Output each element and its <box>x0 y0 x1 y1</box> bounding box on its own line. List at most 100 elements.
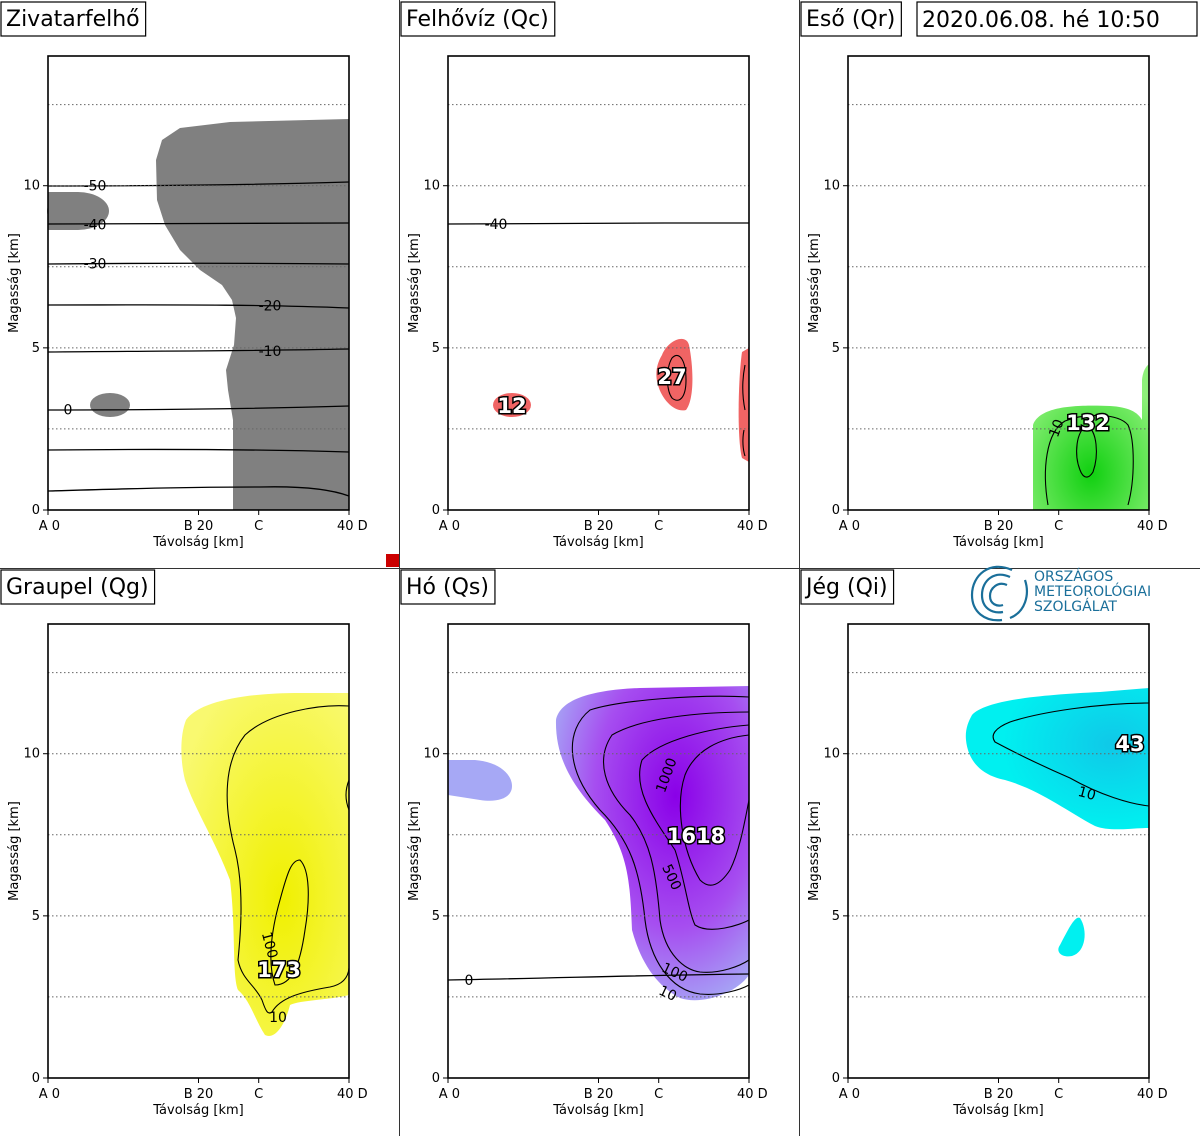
panel-title-box <box>400 569 496 605</box>
x-axis-label: Távolság [km] <box>552 535 643 550</box>
x-axis-label: Távolság [km] <box>552 1103 643 1118</box>
contour-label: 10 <box>1046 417 1067 439</box>
maximum-label: 12 <box>497 394 526 418</box>
temperature-label: -50 <box>84 179 107 195</box>
x-tick-label: 40 D <box>737 1087 768 1102</box>
cloud-shading <box>47 119 349 510</box>
y-axis-label: Magasság [km] <box>807 801 822 901</box>
y-tick-label: 5 <box>32 909 40 924</box>
x-tick-label: C <box>654 519 663 534</box>
x-tick-label: 40 D <box>1137 519 1168 534</box>
temperature-label: 0 <box>465 973 474 989</box>
x-axis-label: Távolság [km] <box>152 535 243 550</box>
y-axis-label: Magasság [km] <box>807 233 822 333</box>
panel-eso: 0 5 10 A 0 B 20 C 40 D Távolság [km] Magasság [k… <box>800 1 1168 550</box>
panel-title-box <box>800 1 902 37</box>
y-axis-label: Magasság [km] <box>407 801 422 901</box>
maximum-label: 27 <box>657 365 686 389</box>
temperature-label: -30 <box>84 257 107 273</box>
rain-shading <box>1033 364 1149 510</box>
maximum-label: 1618 <box>667 824 725 848</box>
y-tick-label: 0 <box>832 1071 840 1086</box>
maximum-label: 132 <box>1066 411 1110 435</box>
x-tick-label: B 20 <box>184 519 214 534</box>
y-tick-label: 5 <box>432 341 440 356</box>
x-tick-label: A 0 <box>39 1087 60 1102</box>
panel-title: Hó (Qs) <box>406 575 489 600</box>
y-tick-label: 0 <box>432 1071 440 1086</box>
x-tick-label: B 20 <box>984 519 1014 534</box>
snow-shading <box>448 686 749 1001</box>
x-tick-label: B 20 <box>584 1087 614 1102</box>
x-tick-label: A 0 <box>839 1087 860 1102</box>
panel-zivatarfelho: 0 5 10 A 0 B 20 C 40 D Távolság [km] Magasság [k… <box>0 1 368 550</box>
timestamp: 2020.06.08. hé 10:50 <box>922 8 1160 33</box>
x-tick-label: B 20 <box>184 1087 214 1102</box>
contour-label: 100 <box>258 930 280 960</box>
temperature-isoline-minus40 <box>447 222 750 225</box>
y-tick-label: 10 <box>23 179 40 194</box>
panel-jeg: 0 5 10 A 0 B 20 C 40 D Távolság [km] Magasság [k… <box>800 569 1168 1118</box>
panel-title: Jég (Qi) <box>804 575 888 600</box>
y-axis-label: Magasság [km] <box>7 233 22 333</box>
y-axis-label: Magasság [km] <box>407 233 422 333</box>
panel-title-box <box>0 569 156 605</box>
temperature-label: -10 <box>259 344 282 360</box>
panel-title: Zivatarfelhő <box>6 7 140 32</box>
y-tick-label: 10 <box>823 747 840 762</box>
panel-graupel: 0 5 10 A 0 B 20 C 40 D Távolság [km] Magasság [k… <box>0 569 368 1118</box>
y-tick-label: 10 <box>823 179 840 194</box>
snow-contours <box>571 695 750 995</box>
logo-line-2: METEOROLÓGIAI <box>1034 582 1151 600</box>
ice-contours <box>992 702 1150 807</box>
y-tick-label: 0 <box>32 503 40 518</box>
temperature-label: -40 <box>485 217 508 233</box>
panel-title-box <box>400 1 556 37</box>
contour-label: 10 <box>1076 784 1097 804</box>
cloud-water-shading <box>493 338 749 462</box>
y-tick-label: 0 <box>432 503 440 518</box>
y-tick-label: 0 <box>832 503 840 518</box>
x-tick-label: B 20 <box>584 519 614 534</box>
x-tick-label: A 0 <box>39 519 60 534</box>
y-tick-label: 10 <box>423 179 440 194</box>
x-tick-label: 40 D <box>337 1087 368 1102</box>
logo-line-3: SZOLGÁLAT <box>1034 598 1117 615</box>
y-tick-label: 5 <box>832 341 840 356</box>
x-tick-label: C <box>1054 519 1063 534</box>
maximum-label: 43 <box>1115 732 1144 756</box>
x-axis-label: Távolság [km] <box>952 1103 1043 1118</box>
contour-label: 10 <box>656 983 679 1005</box>
y-tick-label: 10 <box>23 747 40 762</box>
cloud-water-contours <box>666 354 746 457</box>
graupel-shading <box>181 693 349 1036</box>
temperature-label: -20 <box>259 299 282 315</box>
logo: ORSZÁGOS METEOROLÓGIAI SZOLGÁLAT <box>970 565 1151 622</box>
panel-ho: 0 5 10 A 0 B 20 C 40 D Távolság [km] Magasság [k… <box>400 569 768 1118</box>
x-axis-label: Távolság [km] <box>952 535 1043 550</box>
red-marker <box>386 554 399 567</box>
plot-frame <box>447 55 750 511</box>
temperature-isolines <box>47 181 350 497</box>
x-tick-label: 40 D <box>337 519 368 534</box>
timestamp-box <box>916 1 1198 37</box>
panel-title: Eső (Qr) <box>806 7 895 32</box>
y-tick-label: 10 <box>423 747 440 762</box>
x-tick-label: A 0 <box>439 519 460 534</box>
rain-contours <box>1044 414 1134 506</box>
x-tick-label: C <box>254 1087 263 1102</box>
y-axis-label: Magasság [km] <box>7 801 22 901</box>
temperature-isoline-0 <box>447 973 750 981</box>
panel-title: Felhővíz (Qc) <box>406 7 549 32</box>
x-tick-label: A 0 <box>439 1087 460 1102</box>
x-tick-label: C <box>1054 1087 1063 1102</box>
logo-line-1: ORSZÁGOS <box>1034 568 1113 585</box>
y-tick-label: 5 <box>32 341 40 356</box>
x-tick-label: C <box>254 519 263 534</box>
logo-swirl-icon <box>970 565 1028 622</box>
panel-title-box <box>0 1 147 37</box>
y-tick-label: 0 <box>32 1071 40 1086</box>
temperature-label: 0 <box>64 402 73 418</box>
